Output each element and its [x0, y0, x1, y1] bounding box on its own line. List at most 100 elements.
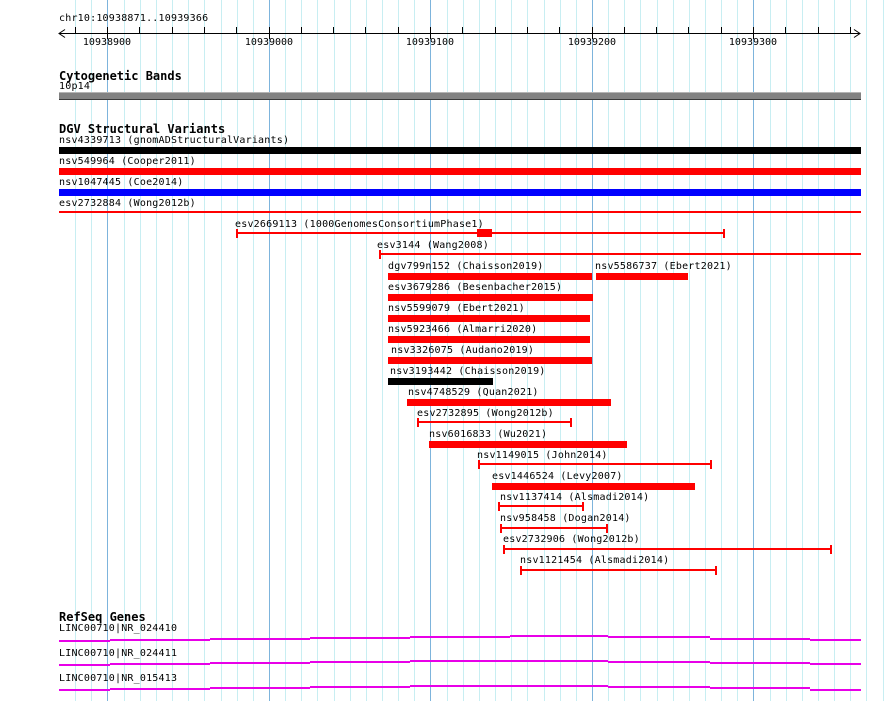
- gene-intron-segment[interactable]: [710, 638, 810, 640]
- grid-minor-line: [204, 0, 205, 701]
- gene-intron-segment[interactable]: [410, 636, 510, 638]
- variant-bar[interactable]: [388, 336, 590, 343]
- variant-endcap-left: [498, 502, 500, 511]
- grid-minor-line: [140, 0, 141, 701]
- grid-minor-line: [172, 0, 173, 701]
- grid-minor-line: [221, 0, 222, 701]
- gene-label: LINC00710|NR_024410: [59, 623, 178, 634]
- variant-range-line[interactable]: [520, 569, 717, 571]
- grid-minor-line: [366, 0, 367, 701]
- grid-minor-line: [640, 0, 641, 701]
- gene-intron-segment[interactable]: [210, 638, 310, 640]
- gene-intron-segment[interactable]: [59, 689, 110, 691]
- variant-endcap-left: [520, 566, 522, 575]
- gene-intron-segment[interactable]: [59, 664, 110, 666]
- variant-endcap-left: [478, 460, 480, 469]
- gene-intron-segment[interactable]: [310, 686, 410, 688]
- grid-minor-line: [350, 0, 351, 701]
- variant-endcap-left: [417, 418, 419, 427]
- gene-intron-segment[interactable]: [210, 662, 310, 664]
- gene-intron-segment[interactable]: [110, 688, 210, 690]
- grid-minor-line: [576, 0, 577, 701]
- variant-bar[interactable]: [596, 273, 688, 280]
- variant-label: nsv5586737 (Ebert2021): [595, 261, 732, 272]
- grid-minor-line: [737, 0, 738, 701]
- ruler-tick-label: 10939200: [567, 37, 617, 48]
- variant-bar[interactable]: [429, 441, 627, 448]
- variant-label: esv2732906 (Wong2012b): [503, 534, 640, 545]
- gene-intron-segment[interactable]: [110, 639, 210, 641]
- variant-bar[interactable]: [59, 189, 861, 196]
- grid-major-line: [107, 0, 108, 701]
- gene-intron-segment[interactable]: [110, 663, 210, 665]
- grid-minor-line: [560, 0, 561, 701]
- gene-intron-segment[interactable]: [210, 687, 310, 689]
- gene-intron-segment[interactable]: [310, 661, 410, 663]
- gene-intron-segment[interactable]: [810, 689, 861, 691]
- gene-intron-segment[interactable]: [608, 686, 710, 688]
- variant-range-line[interactable]: [59, 211, 861, 213]
- grid-minor-line: [866, 0, 867, 701]
- gene-intron-segment[interactable]: [510, 660, 608, 662]
- variant-range-line[interactable]: [500, 527, 608, 529]
- grid-minor-line: [253, 0, 254, 701]
- gene-intron-segment[interactable]: [310, 637, 410, 639]
- grid-minor-line: [770, 0, 771, 701]
- variant-label: nsv4748529 (Quan2021): [408, 387, 539, 398]
- grid-minor-line: [721, 0, 722, 701]
- section-header-refseq-genes: RefSeq Genes: [59, 610, 146, 624]
- gene-intron-segment[interactable]: [608, 661, 710, 663]
- grid-minor-line: [657, 0, 658, 701]
- variant-range-line[interactable]: [379, 253, 861, 255]
- gene-intron-segment[interactable]: [710, 662, 810, 664]
- variant-endcap-right: [570, 418, 572, 427]
- gene-intron-segment[interactable]: [410, 685, 510, 687]
- variant-bar[interactable]: [407, 399, 611, 406]
- variant-label: esv3679286 (Besenbacher2015): [388, 282, 563, 293]
- gene-intron-segment[interactable]: [810, 639, 861, 641]
- variant-endcap-left: [500, 524, 502, 533]
- ruler-axis[interactable]: [0, 0, 890, 55]
- gene-intron-segment[interactable]: [410, 660, 510, 662]
- gene-intron-segment[interactable]: [810, 663, 861, 665]
- gene-label: LINC00710|NR_024411: [59, 648, 178, 659]
- variant-range-line[interactable]: [478, 463, 712, 465]
- gene-intron-segment[interactable]: [710, 687, 810, 689]
- grid-major-line: [753, 0, 754, 701]
- grid-minor-line: [883, 0, 884, 701]
- variant-range-line[interactable]: [503, 548, 832, 550]
- cytoband-bar[interactable]: [59, 92, 861, 100]
- variant-label: nsv3193442 (Chaisson2019): [390, 366, 546, 377]
- grid-minor-line: [544, 0, 545, 701]
- variant-label: nsv1149015 (John2014): [477, 450, 608, 461]
- grid-minor-line: [850, 0, 851, 701]
- grid-minor-line: [334, 0, 335, 701]
- variant-bar[interactable]: [492, 483, 695, 490]
- grid-minor-line: [705, 0, 706, 701]
- variant-range-line[interactable]: [498, 505, 584, 507]
- gene-intron-segment[interactable]: [59, 640, 110, 642]
- ruler-tick-label: 10939000: [244, 37, 294, 48]
- variant-label: nsv958458 (Dogan2014): [500, 513, 631, 524]
- section-header-cytogenetic-bands: Cytogenetic Bands: [59, 69, 182, 83]
- variant-exon-box[interactable]: [477, 229, 492, 237]
- variant-label: nsv549964 (Cooper2011): [59, 156, 196, 167]
- grid-minor-line: [91, 0, 92, 701]
- variant-bar[interactable]: [59, 147, 861, 154]
- gene-intron-segment[interactable]: [510, 635, 608, 637]
- grid-minor-line: [786, 0, 787, 701]
- variant-bar[interactable]: [388, 315, 590, 322]
- gene-intron-segment[interactable]: [510, 685, 608, 687]
- variant-bar[interactable]: [59, 168, 861, 175]
- grid-minor-line: [301, 0, 302, 701]
- variant-bar[interactable]: [388, 273, 592, 280]
- variant-range-line[interactable]: [417, 421, 572, 423]
- variant-bar[interactable]: [388, 357, 592, 364]
- gene-intron-segment[interactable]: [608, 636, 710, 638]
- variant-bar[interactable]: [388, 378, 493, 385]
- variant-endcap-right: [582, 502, 584, 511]
- variant-endcap-left: [236, 229, 238, 238]
- grid-minor-line: [834, 0, 835, 701]
- variant-bar[interactable]: [388, 294, 593, 301]
